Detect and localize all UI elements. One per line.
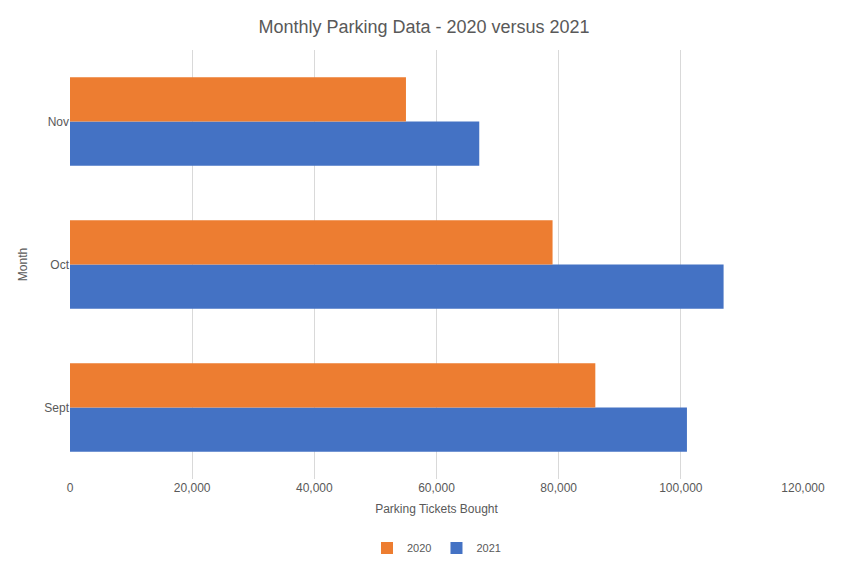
svg-text:60,000: 60,000 xyxy=(418,481,455,495)
svg-text:Monthly Parking Data - 2020 ve: Monthly Parking Data - 2020 versus 2021 xyxy=(258,17,589,37)
svg-text:40,000: 40,000 xyxy=(296,481,333,495)
svg-text:100,000: 100,000 xyxy=(659,481,703,495)
svg-text:Month: Month xyxy=(16,248,30,281)
svg-text:0: 0 xyxy=(67,481,74,495)
svg-text:Sept: Sept xyxy=(44,401,69,415)
svg-text:20,000: 20,000 xyxy=(174,481,211,495)
svg-text:120,000: 120,000 xyxy=(781,481,825,495)
svg-text:Oct: Oct xyxy=(50,258,69,272)
svg-text:Parking Tickets Bought: Parking Tickets Bought xyxy=(375,502,498,516)
svg-text:2020: 2020 xyxy=(407,542,431,554)
svg-text:80,000: 80,000 xyxy=(540,481,577,495)
svg-text:Nov: Nov xyxy=(48,115,69,129)
svg-text:2021: 2021 xyxy=(476,542,500,554)
